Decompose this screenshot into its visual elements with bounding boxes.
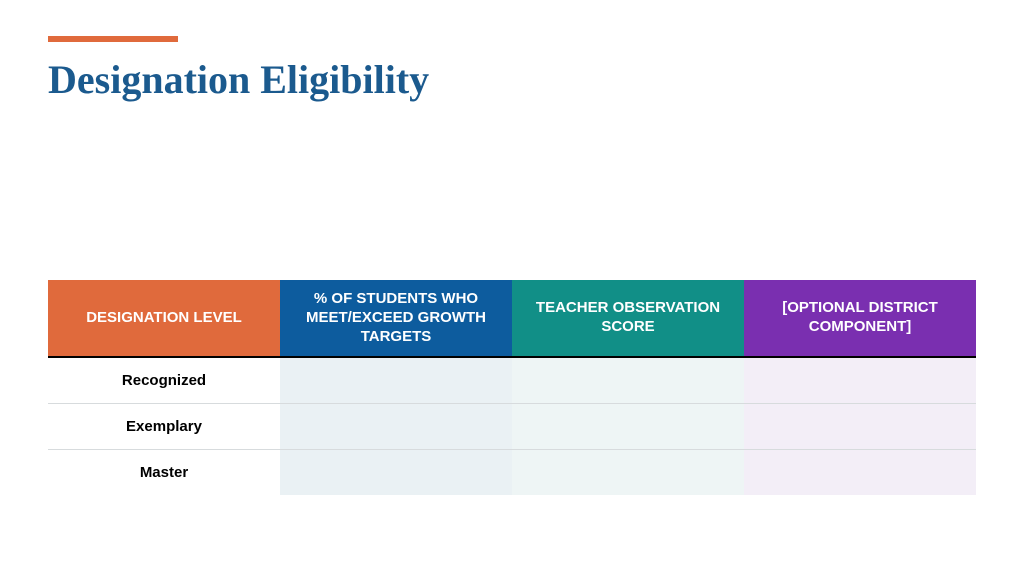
col-header-optional: [OPTIONAL DISTRICT COMPONENT] bbox=[744, 280, 976, 357]
row-label: Master bbox=[48, 450, 280, 496]
slide: Designation Eligibility DESIGNATION LEVE… bbox=[0, 0, 1024, 576]
col-header-growth: % OF STUDENTS WHO MEET/EXCEED GROWTH TAR… bbox=[280, 280, 512, 357]
row-label: Exemplary bbox=[48, 404, 280, 450]
row-label: Recognized bbox=[48, 357, 280, 404]
col-header-designation: DESIGNATION LEVEL bbox=[48, 280, 280, 357]
cell bbox=[744, 404, 976, 450]
page-title: Designation Eligibility bbox=[48, 56, 976, 103]
cell bbox=[280, 357, 512, 404]
cell bbox=[744, 357, 976, 404]
cell bbox=[512, 357, 744, 404]
table-row: Master bbox=[48, 450, 976, 496]
cell bbox=[280, 450, 512, 496]
table-row: Exemplary bbox=[48, 404, 976, 450]
table-header-row: DESIGNATION LEVEL % OF STUDENTS WHO MEET… bbox=[48, 280, 976, 357]
cell bbox=[744, 450, 976, 496]
eligibility-table: DESIGNATION LEVEL % OF STUDENTS WHO MEET… bbox=[48, 280, 976, 495]
cell bbox=[280, 404, 512, 450]
cell bbox=[512, 450, 744, 496]
cell bbox=[512, 404, 744, 450]
col-header-observation: TEACHER OBSERVATION SCORE bbox=[512, 280, 744, 357]
table-row: Recognized bbox=[48, 357, 976, 404]
accent-bar bbox=[48, 36, 178, 42]
eligibility-table-wrap: DESIGNATION LEVEL % OF STUDENTS WHO MEET… bbox=[48, 280, 976, 495]
table-body: Recognized Exemplary Master bbox=[48, 357, 976, 495]
